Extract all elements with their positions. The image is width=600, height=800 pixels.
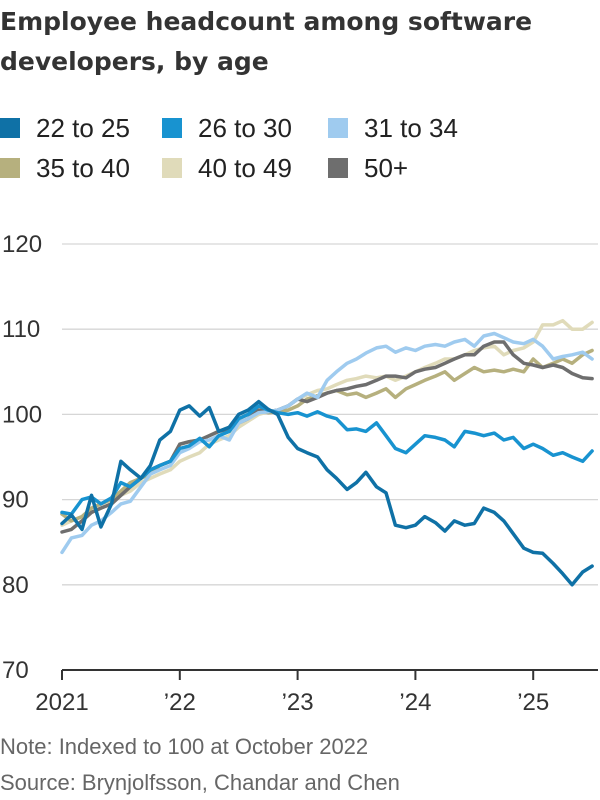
- legend-label-31-to-34: 31 to 34: [364, 112, 458, 143]
- chart-source: Source: Brynjolfsson, Chandar and Chen: [0, 770, 400, 795]
- y-tick-label-90: 90: [2, 487, 29, 514]
- x-axis: [61, 669, 598, 680]
- legend-swatch-31-to-34: [328, 118, 348, 138]
- chart-note: Note: Indexed to 100 at October 2022: [0, 734, 369, 759]
- series-line-22-to-25: [60, 399, 594, 587]
- legend-label-50-plus: 50+: [364, 152, 409, 183]
- y-tick-label-70: 70: [2, 657, 29, 684]
- legend-item-40-to-49: 40 to 49: [162, 153, 328, 184]
- x-tick-label-2022: ’22: [164, 689, 196, 716]
- legend-label-22-to-25: 22 to 25: [36, 112, 130, 143]
- legend-item-50-plus: 50+: [328, 153, 408, 184]
- legend-swatch-26-to-30: [162, 118, 182, 138]
- y-tick-label-100: 100: [2, 401, 42, 428]
- series-line-40-to-49: [60, 318, 594, 527]
- series-line-35-to-40: [60, 348, 594, 523]
- legend-label-35-to-40: 35 to 40: [36, 152, 130, 183]
- legend-swatch-40-to-49: [162, 158, 182, 178]
- series-lines: [60, 318, 594, 587]
- x-tick-label-2025: ’25: [517, 689, 549, 716]
- legend-swatch-35-to-40: [0, 158, 20, 178]
- legend-swatch-22-to-25: [0, 118, 20, 138]
- x-tick-label-2024: ’24: [399, 689, 431, 716]
- legend-item-31-to-34: 31 to 34: [328, 113, 458, 144]
- gridlines: [62, 243, 598, 586]
- series-line-31-to-34: [60, 331, 594, 555]
- y-tick-label-120: 120: [2, 231, 42, 258]
- legend-item-35-to-40: 35 to 40: [0, 153, 162, 184]
- legend: 22 to 25 26 to 30 31 to 34 35 to 40 40 t…: [0, 108, 560, 188]
- legend-swatch-50-plus: [328, 158, 348, 178]
- legend-label-40-to-49: 40 to 49: [198, 152, 292, 183]
- x-tick-label-2023: ’23: [282, 689, 314, 716]
- legend-item-26-to-30: 26 to 30: [162, 113, 328, 144]
- legend-label-26-to-30: 26 to 30: [198, 112, 292, 143]
- line-chart: 70 80 90 100 110 120 2021 ’22 ’23 ’24 ’25: [2, 231, 598, 716]
- y-tick-label-110: 110: [2, 316, 40, 343]
- legend-row-2: 35 to 40 40 to 49 50+: [0, 148, 560, 188]
- series-line-26-to-30: [60, 404, 594, 516]
- x-tick-label-2021: 2021: [35, 689, 88, 716]
- y-tick-label-80: 80: [2, 572, 29, 599]
- legend-row-1: 22 to 25 26 to 30 31 to 34: [0, 108, 560, 148]
- legend-item-22-to-25: 22 to 25: [0, 113, 162, 144]
- axis-labels: 70 80 90 100 110 120 2021 ’22 ’23 ’24 ’25: [2, 231, 549, 716]
- chart-title: Employee headcount among software develo…: [0, 7, 533, 76]
